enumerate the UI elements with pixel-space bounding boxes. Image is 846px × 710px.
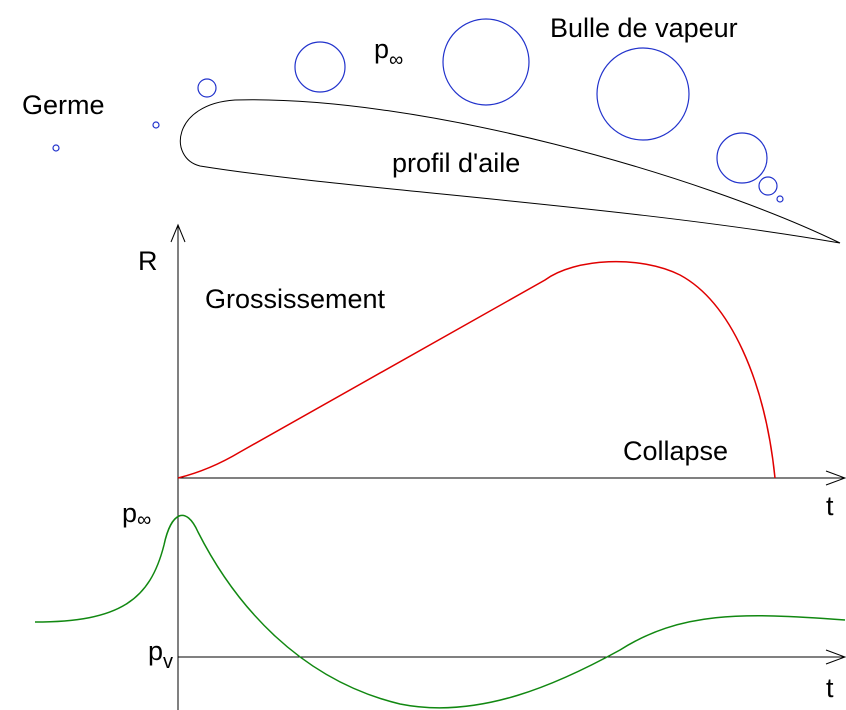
label: pv (148, 636, 173, 673)
arrow (825, 470, 846, 486)
pressure-curve (34, 514, 846, 709)
label: Bulle de vapeur (550, 13, 738, 43)
bubble (758, 176, 778, 196)
bubble (776, 195, 784, 203)
bubble (294, 41, 346, 93)
label: R (138, 246, 158, 276)
bubble (197, 78, 217, 98)
label: profil d'aile (392, 148, 520, 178)
label-base: p (148, 636, 163, 666)
label: p∞ (122, 498, 151, 531)
arrow (825, 649, 846, 665)
label-sub: ∞ (137, 509, 151, 531)
label-base: p (122, 498, 137, 528)
radius-curve (177, 260, 776, 479)
label-sub: v (163, 651, 173, 673)
bubble (52, 144, 60, 152)
bubble (442, 18, 530, 106)
label-base: p (374, 34, 389, 64)
arrow (170, 223, 186, 243)
label: Grossissement (205, 284, 386, 314)
label: t (826, 673, 834, 703)
label: t (826, 491, 834, 521)
bubble (152, 121, 160, 129)
label-sub: ∞ (389, 49, 403, 71)
bubble (596, 47, 690, 141)
bubble (716, 132, 768, 184)
bubbles (52, 18, 784, 203)
label: p∞ (374, 34, 403, 71)
label: Collapse (623, 436, 728, 466)
label: Germe (22, 90, 105, 120)
airfoil (179, 99, 841, 244)
